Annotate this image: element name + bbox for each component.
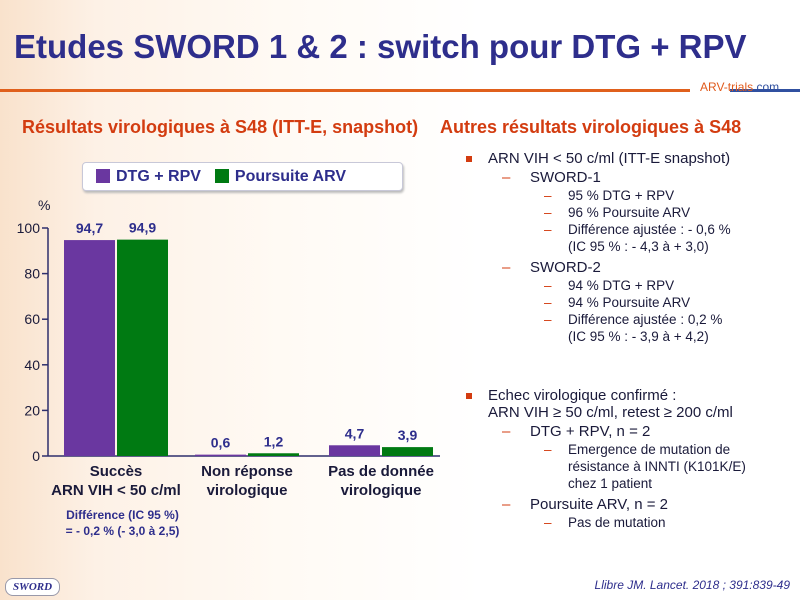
bullet: ARN VIH < 50 c/ml (ITT-E snapshot) xyxy=(462,150,797,167)
category-label: Succès ARN VIH < 50 c/ml xyxy=(51,463,181,499)
sword-badge: SWORD xyxy=(5,578,60,596)
item: 96 % Poursuite ARV xyxy=(462,204,797,221)
item: Différence ajustée : 0,2 % xyxy=(462,311,797,328)
bar xyxy=(117,239,168,456)
bar xyxy=(248,453,299,456)
legend-swatch xyxy=(96,169,110,184)
legend-item-dtg: DTG + RPV xyxy=(96,168,201,186)
y-tick-label: 60 xyxy=(24,311,40,327)
y-tick-label: 100 xyxy=(17,220,41,236)
bar xyxy=(64,240,115,456)
item-cont: (IC 95 % : - 4,3 à + 3,0) xyxy=(568,239,709,254)
data-label: 94,9 xyxy=(129,220,156,236)
item-cont: (IC 95 % : - 3,9 à + 4,2) xyxy=(568,329,709,344)
slide-title: Etudes SWORD 1 & 2 : switch pour DTG + R… xyxy=(14,28,747,65)
item: Emergence de mutation de xyxy=(462,441,797,458)
bar xyxy=(382,447,433,456)
item: Pas de mutation xyxy=(462,514,797,531)
bar xyxy=(195,454,246,456)
chart-legend: DTG + RPV Poursuite ARV xyxy=(82,162,403,191)
item-cont: résistance à INNTI (K101K/E) xyxy=(568,459,746,474)
sub-bullet: DTG + RPV, n = 2 xyxy=(462,423,797,440)
item: 95 % DTG + RPV xyxy=(462,187,797,204)
data-label: 1,2 xyxy=(264,433,284,449)
title-rule xyxy=(0,89,690,92)
item: 94 % DTG + RPV xyxy=(462,277,797,294)
legend-swatch xyxy=(214,169,229,184)
left-heading: Résultats virologiques à S48 (ITT-E, sna… xyxy=(22,117,419,137)
category-label: Non réponse virologique xyxy=(201,463,293,499)
y-tick-label: 40 xyxy=(24,357,40,373)
data-label: 0,6 xyxy=(211,435,231,451)
legend-item-poursuite: Poursuite ARV xyxy=(214,168,346,186)
other-results: ARN VIH < 50 c/ml (ITT-E snapshot) SWORD… xyxy=(462,150,797,531)
bullet: Echec virologique confirmé : xyxy=(462,387,797,404)
category-label: Pas de donnée virologique xyxy=(328,463,434,499)
title-rule-blue xyxy=(730,89,800,92)
bar xyxy=(329,445,380,456)
item: 94 % Poursuite ARV xyxy=(462,294,797,311)
bullet-cont: ARN VIH ≥ 50 c/ml, retest ≥ 200 c/ml xyxy=(488,404,733,421)
item: Différence ajustée : - 0,6 % xyxy=(462,221,797,238)
y-axis-label: % xyxy=(38,197,50,213)
sub-bullet: SWORD-2 xyxy=(462,259,797,276)
y-tick-label: 0 xyxy=(32,448,40,464)
difference-annotation: Différence (IC 95 %) = - 0,2 % (- 3,0 à 2… xyxy=(65,508,180,538)
item-cont: chez 1 patient xyxy=(568,476,653,491)
data-label: 3,9 xyxy=(398,427,418,443)
reference: Llibre JM. Lancet. 2018 ; 391:839-49 xyxy=(594,578,790,592)
data-label: 94,7 xyxy=(76,220,103,236)
y-tick-label: 80 xyxy=(24,266,40,282)
sub-bullet: Poursuite ARV, n = 2 xyxy=(462,496,797,513)
data-label: 4,7 xyxy=(345,425,365,441)
arv-trials-logo: ARV-trials.com xyxy=(700,80,780,94)
bar-chart: % 0 20 40 60 80 100 94,7 94,9 0,6 1,2 4,7 3,9 xyxy=(17,197,440,464)
sub-bullet: SWORD-1 xyxy=(462,169,797,186)
right-heading: Autres résultats virologiques à S48 xyxy=(440,117,742,137)
y-tick-label: 20 xyxy=(24,402,40,418)
